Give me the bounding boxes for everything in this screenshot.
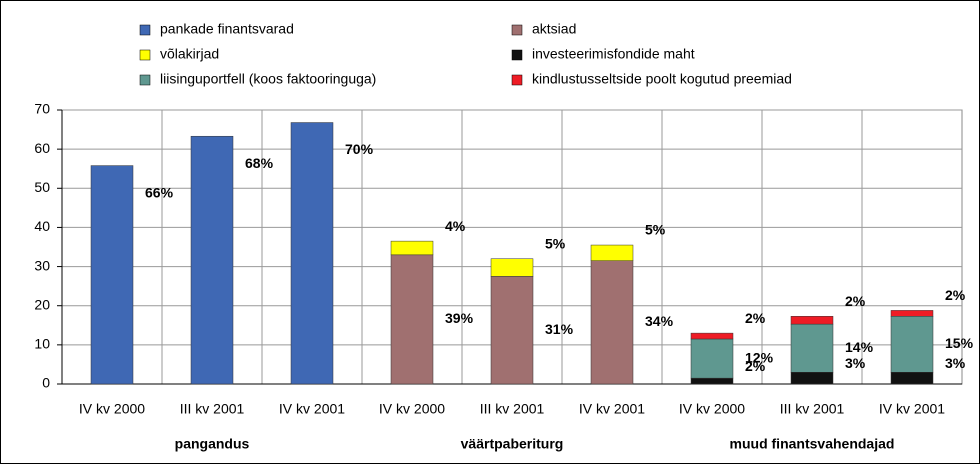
share-label: 70% [345,141,374,157]
x-tick-label: IV kv 2001 [279,401,345,417]
y-tick-label: 60 [34,140,50,156]
legend-swatch [139,74,151,86]
x-tick-label: IV kv 2001 [879,401,945,417]
x-tick-label: III kv 2001 [780,401,845,417]
share-label: 14% [845,339,874,355]
bar-segment [790,316,834,325]
bar-segment [690,338,734,379]
y-tick-label: 10 [34,336,50,352]
share-label: 34% [645,313,674,329]
x-tick-label: IV kv 2000 [379,401,445,417]
legend-label: investeerimisfondide maht [532,46,695,62]
bar-segment [690,377,734,385]
share-label: 66% [145,184,174,200]
legend-swatch [139,49,151,61]
bar-segment [590,260,634,385]
share-label: 5% [645,222,666,238]
legend-swatch [511,24,523,36]
group-label: pangandus [175,436,250,452]
bar-segment [890,372,934,385]
legend-swatch [139,24,151,36]
share-label: 2% [745,310,766,326]
x-tick-label: IV kv 2001 [579,401,645,417]
legend-swatch [511,49,523,61]
y-tick-label: 40 [34,218,50,234]
group-label: muud finantsvahendajad [730,436,895,452]
bar-segment [190,135,234,385]
y-tick-label: 20 [34,296,50,312]
bar-segment [890,310,934,317]
bar-segment [390,254,434,385]
share-label: 2% [945,287,966,303]
x-tick-label: IV kv 2000 [79,401,145,417]
share-label: 68% [245,155,274,171]
legend-label: aktsiad [532,21,576,37]
bar-segment [490,258,534,277]
share-label: 2% [845,293,866,309]
legend-label: võlakirjad [160,46,219,62]
y-tick-label: 50 [34,179,50,195]
share-label: 3% [945,355,966,371]
bar-segment [90,165,134,385]
y-tick-label: 70 [34,101,50,117]
legend-label: pankade finantsvarad [160,21,294,37]
share-label: 12% [745,349,774,365]
bar-segment [790,323,834,373]
legend-swatch [511,74,523,86]
x-tick-label: III kv 2001 [480,401,545,417]
share-label: 4% [445,218,466,234]
bar-segment [490,276,534,385]
bar-segment [290,122,334,385]
legend-label: liisinguportfell (koos faktooringuga) [160,71,376,87]
bar-segment [390,240,434,256]
group-label: väärtpaberiturg [461,436,564,452]
legend-label: kindlustusseltside poolt kogutud preemia… [532,71,792,87]
bar-segment [590,244,634,261]
share-label: 31% [545,321,574,337]
bar-segment [790,372,834,385]
y-tick-label: 0 [42,375,50,391]
share-label: 15% [945,335,974,351]
share-label: 3% [845,355,866,371]
share-label: 39% [445,310,474,326]
x-tick-label: III kv 2001 [180,401,245,417]
share-label: 5% [545,235,566,251]
x-tick-label: IV kv 2000 [679,401,745,417]
bar-segment [890,316,934,373]
bar-segment [690,332,734,340]
share-label: 2% [745,358,766,374]
y-tick-label: 30 [34,257,50,273]
